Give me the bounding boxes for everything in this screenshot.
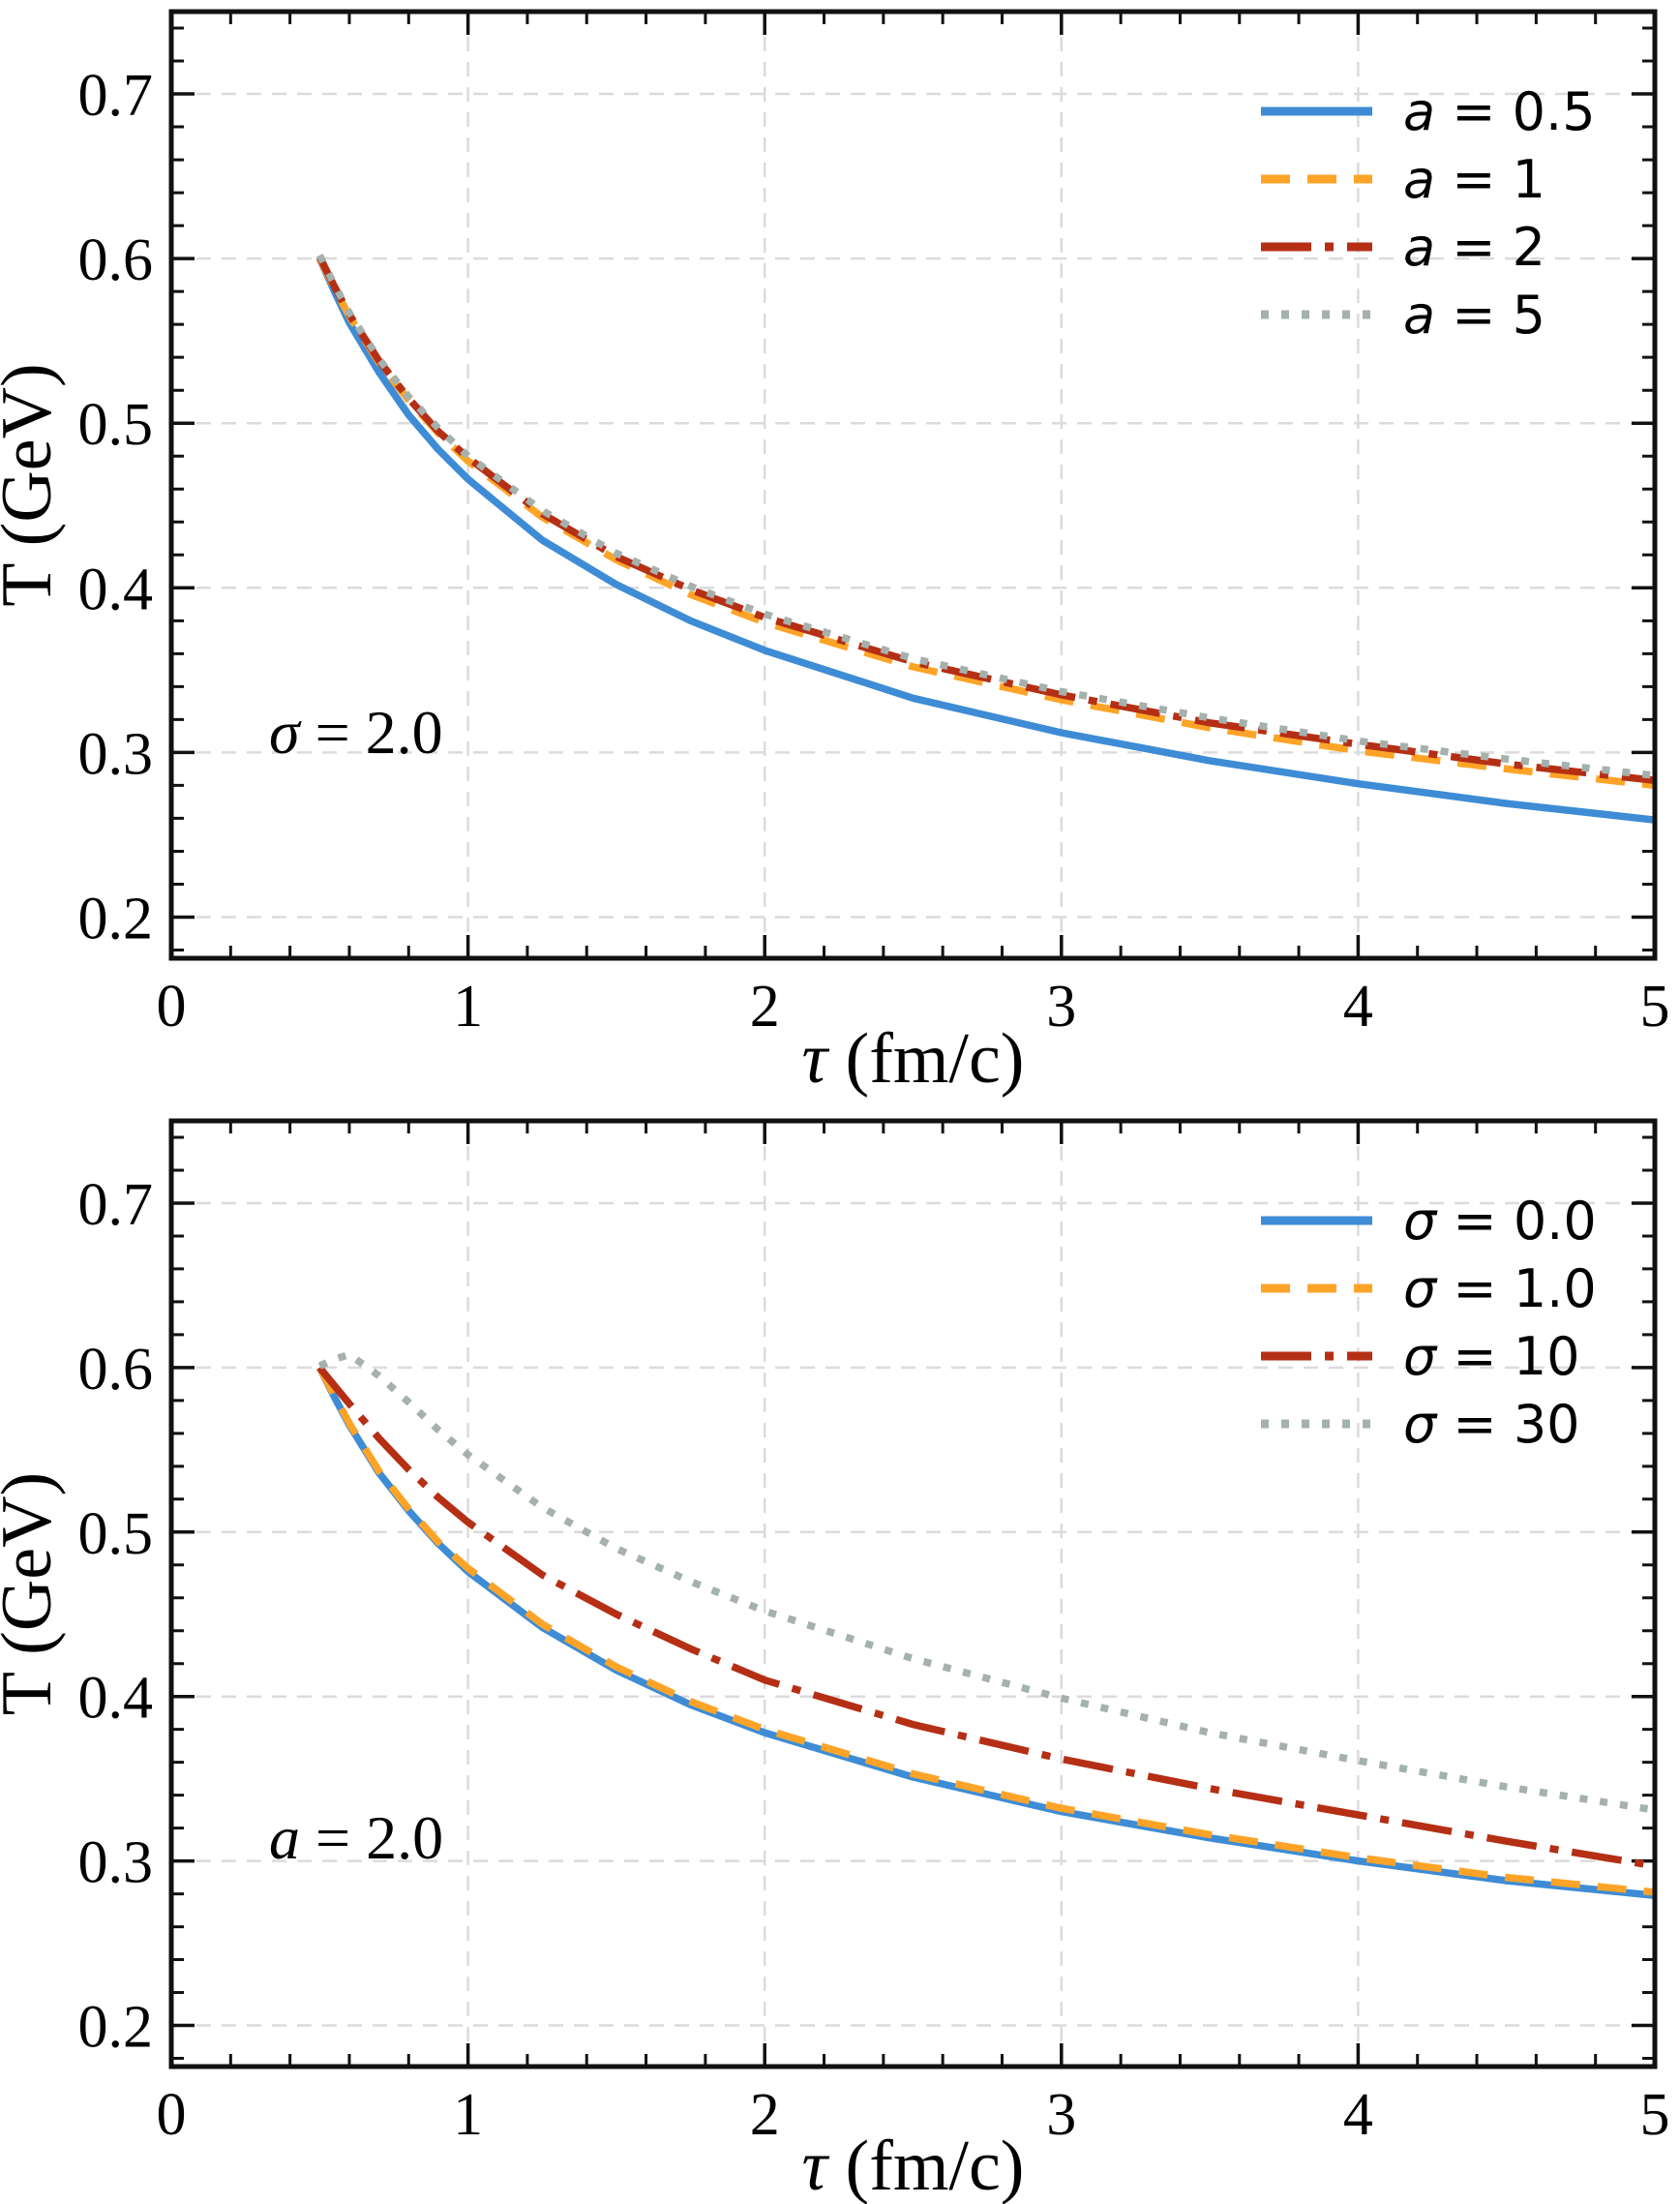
- y-axis-label: T (GeV): [0, 363, 67, 606]
- y-tick-label-0.3: 0.3: [78, 1830, 154, 1896]
- legend-label-value: 2: [1513, 217, 1545, 278]
- legend-label-sep: =: [1435, 81, 1513, 142]
- y-tick-label-0.2: 0.2: [78, 1995, 154, 2061]
- legend-label-a-2: a = 2: [1403, 217, 1545, 278]
- y-tick-label-0.5: 0.5: [78, 392, 154, 458]
- legend-label-sigma-30: σ = 30: [1403, 1394, 1580, 1455]
- legend-label-sep: =: [1435, 285, 1513, 346]
- x-axis-label-units: (fm/c): [827, 2127, 1024, 2204]
- curve-sigma-10: [316, 1365, 1655, 1870]
- legend-label-value: 0.5: [1513, 81, 1596, 142]
- x-tick-label-4: 4: [1343, 2082, 1373, 2148]
- legend-label-sep: =: [1436, 1191, 1514, 1252]
- x-axis-label-var: τ: [802, 1019, 830, 1099]
- legend-label-var: a: [1403, 285, 1435, 346]
- x-tick-label-2: 2: [750, 974, 780, 1040]
- x-tick-label-0: 0: [157, 974, 187, 1040]
- grid: [171, 1121, 1655, 2067]
- legend: σ = 0.0σ = 1.0σ = 10σ = 30: [1261, 1191, 1597, 1455]
- legend-label-a-1: a = 1: [1403, 149, 1545, 210]
- axes-frame: [168, 9, 1658, 961]
- x-tick-label-1: 1: [453, 2082, 483, 2148]
- panel-1: 0 1 2 3 4 5 0.2 0.3 0.4 0.5 0.6 0.7 τ (fm/c) T (GeV) a…: [0, 1118, 1670, 2204]
- legend-label-value: 30: [1514, 1394, 1580, 1455]
- x-tick-label-4: 4: [1343, 974, 1373, 1040]
- legend-label-var: a: [1403, 81, 1435, 142]
- curve-a-5: [315, 254, 1655, 779]
- annotation: a = 2.0: [269, 1803, 443, 1872]
- legend-label-sigma-10: σ = 10: [1403, 1326, 1580, 1387]
- y-tick-label-0.4: 0.4: [78, 557, 154, 622]
- legend-label-a-0.5: a = 0.5: [1403, 81, 1596, 142]
- legend-label-value: 5: [1513, 285, 1545, 346]
- x-tick-label-5: 5: [1640, 974, 1670, 1040]
- annotation-sep: =: [300, 698, 366, 767]
- legend-label-sep: =: [1436, 1326, 1514, 1387]
- curves: [315, 254, 1655, 824]
- legend-label-var: σ: [1403, 1394, 1438, 1455]
- x-axis-label: τ (fm/c): [802, 2127, 1025, 2204]
- legend-label-value: 1.0: [1514, 1258, 1597, 1319]
- legend-label-sep: =: [1435, 217, 1513, 278]
- legend-label-value: 1: [1513, 149, 1545, 210]
- y-tick-label-0.4: 0.4: [78, 1666, 154, 1732]
- minor-ticks: [171, 1121, 1655, 2067]
- legend-label-sep: =: [1436, 1258, 1514, 1319]
- y-tick-label-0.3: 0.3: [78, 721, 154, 787]
- legend-label-var: σ: [1403, 1191, 1438, 1252]
- y-tick-label-0.2: 0.2: [78, 886, 154, 951]
- y-tick-label-0.7: 0.7: [78, 1172, 154, 1238]
- major-ticks: [171, 12, 1655, 958]
- axes-frame: [168, 1118, 1658, 2069]
- legend-label-sep: =: [1436, 1394, 1514, 1455]
- legend-label-value: 10: [1514, 1326, 1580, 1387]
- curve-a-0.5: [315, 257, 1655, 824]
- panel-0: 0 1 2 3 4 5 0.2 0.3 0.4 0.5 0.6 0.7 τ (fm/c) T (GeV) σ…: [0, 9, 1670, 1099]
- annotation-value: 2.0: [366, 1803, 443, 1872]
- annotation-value: 2.0: [366, 698, 443, 767]
- y-axis-label: T (GeV): [0, 1472, 67, 1715]
- x-axis-label-units: (fm/c): [827, 1019, 1024, 1099]
- annotation-var: σ: [269, 698, 302, 767]
- legend-label-sigma-1.0: σ = 1.0: [1403, 1258, 1597, 1319]
- x-tick-label-3: 3: [1046, 974, 1076, 1040]
- x-tick-label-0: 0: [157, 2082, 187, 2148]
- legend-label-var: σ: [1403, 1326, 1438, 1387]
- y-tick-label-0.7: 0.7: [78, 63, 154, 129]
- legend-label-a-5: a = 5: [1403, 285, 1545, 346]
- y-tick-label-0.5: 0.5: [78, 1501, 154, 1567]
- legend-label-sigma-0.0: σ = 0.0: [1403, 1191, 1597, 1252]
- curve-sigma-1.0: [315, 1366, 1655, 1896]
- x-axis-label: τ (fm/c): [802, 1019, 1025, 1099]
- annotation-var: a: [269, 1803, 300, 1872]
- annotation: σ = 2.0: [269, 698, 443, 767]
- legend-label-var: σ: [1403, 1258, 1438, 1319]
- curves: [315, 1350, 1655, 1900]
- annotation-sep: =: [300, 1803, 366, 1872]
- legend-label-sep: =: [1435, 149, 1513, 210]
- y-tick-label-0.6: 0.6: [78, 1337, 154, 1403]
- legend-label-var: a: [1403, 217, 1435, 278]
- legend: a = 0.5a = 1a = 2a = 5: [1261, 81, 1596, 346]
- x-tick-label-1: 1: [453, 974, 483, 1040]
- y-tick-label-0.6: 0.6: [78, 227, 154, 293]
- legend-label-var: a: [1403, 149, 1435, 210]
- x-axis-label-var: τ: [802, 2127, 830, 2204]
- x-tick-label-3: 3: [1046, 2082, 1076, 2148]
- legend-label-value: 0.0: [1514, 1191, 1597, 1252]
- x-tick-label-5: 5: [1640, 2082, 1670, 2148]
- grid: [171, 12, 1655, 958]
- x-tick-label-2: 2: [750, 2082, 780, 2148]
